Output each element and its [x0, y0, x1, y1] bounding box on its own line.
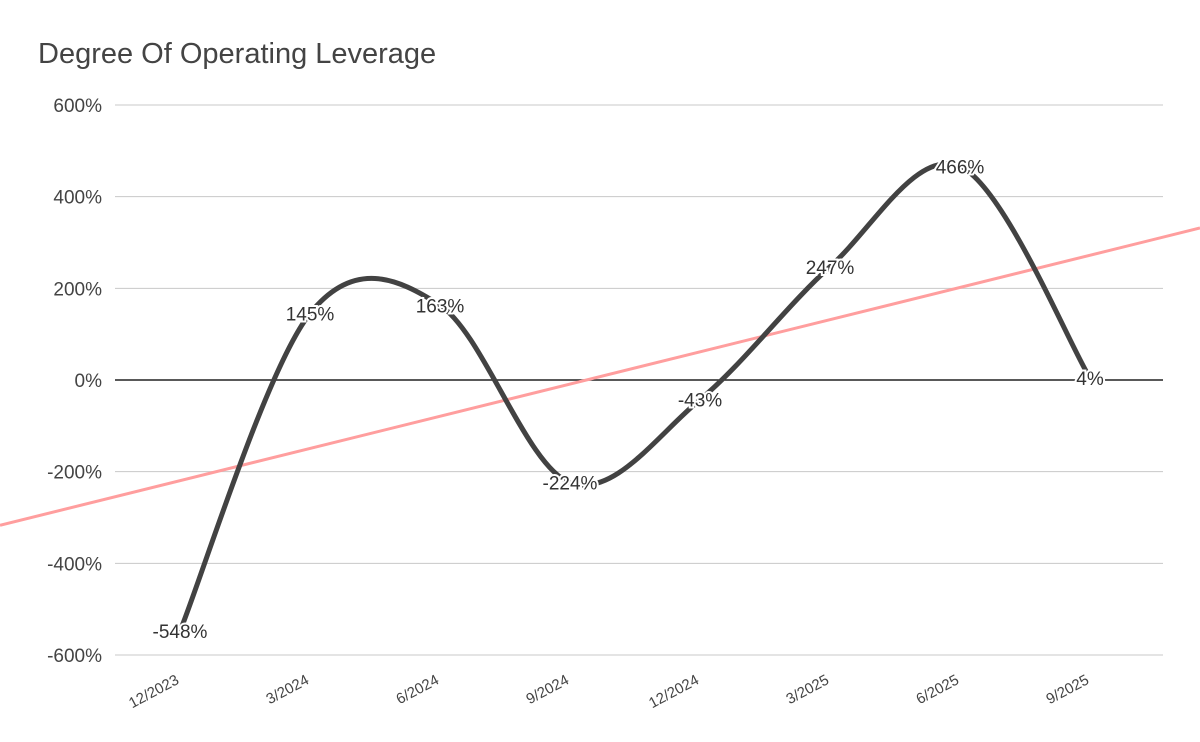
series-line — [177, 161, 1093, 634]
data-label: 145% — [286, 305, 335, 326]
trendline — [0, 226, 1200, 527]
y-tick-label: -600% — [47, 646, 102, 667]
data-label: -224% — [543, 474, 598, 495]
y-tick-label: -200% — [47, 463, 102, 484]
data-label: -548% — [153, 622, 208, 643]
data-label: 4% — [1076, 369, 1104, 390]
data-label: 466% — [936, 157, 985, 178]
y-tick-label: 0% — [75, 371, 103, 392]
chart-title: Degree Of Operating Leverage — [38, 38, 436, 70]
data-label: 163% — [416, 296, 465, 317]
data-label: -43% — [678, 391, 722, 412]
data-label: 247% — [806, 258, 855, 279]
y-tick-label: 200% — [53, 279, 102, 300]
y-tick-label: 600% — [53, 96, 102, 117]
y-tick-label: 400% — [53, 188, 102, 209]
y-tick-label: -400% — [47, 554, 102, 575]
